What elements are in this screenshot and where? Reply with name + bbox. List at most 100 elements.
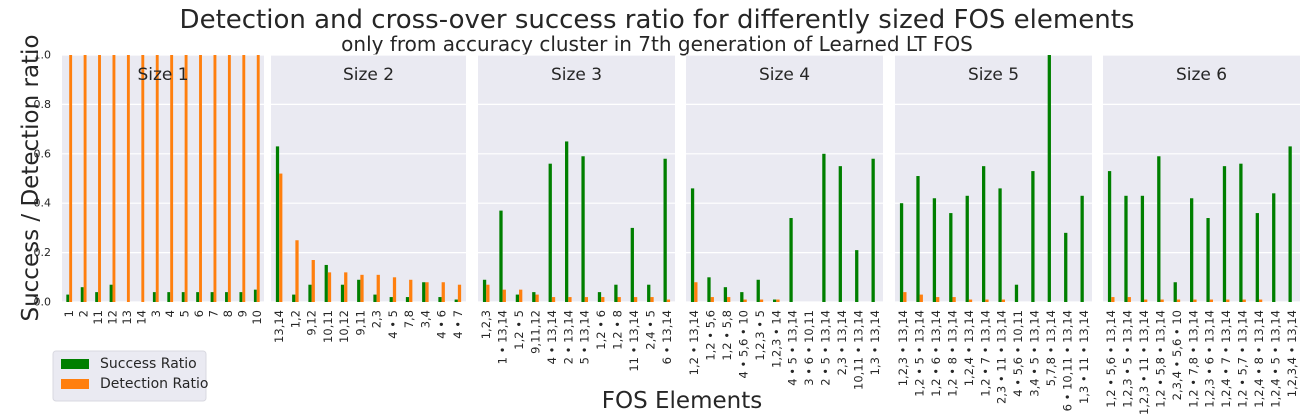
facet-size-4: 1,2 • 13,14 1,2 • 5,6 1,2 • 5,8 4 • 5,6 • 1… [686, 54, 883, 390]
bar-detection [535, 294, 539, 302]
bar-success [405, 297, 410, 302]
bar-success [773, 299, 777, 302]
legend-swatch [61, 379, 89, 389]
bar-success [1124, 195, 1128, 302]
x-tick-label: 1,2 • 5,7 • 13,14 [1236, 310, 1250, 408]
bar-detection [392, 277, 397, 302]
bar-success [1064, 232, 1068, 302]
x-tick-label: 1,2,3,4 • 13,14 [1285, 310, 1299, 397]
x-tick-label: 2,3 • 13,14 [835, 310, 849, 375]
x-tick-label: 1,2 • 5,8 [720, 310, 734, 361]
x-tick-label: 1,2,4 • 7 • 13,14 [1219, 310, 1233, 408]
x-tick-label: 1,2 • 8 [611, 310, 625, 350]
bar-success [647, 284, 651, 302]
bar-detection [1193, 299, 1197, 302]
bar-detection [279, 173, 283, 302]
bar-detection [1209, 299, 1213, 302]
x-tick-label: 4 • 13,14 [545, 310, 559, 364]
bar-success [1140, 195, 1145, 302]
bar-detection [360, 274, 364, 302]
bar-success [916, 176, 920, 302]
bar-detection [441, 282, 445, 302]
bar-success [998, 188, 1002, 302]
bar-success [152, 292, 156, 302]
bar-success [1288, 146, 1292, 302]
x-tick-label: 11 [91, 310, 105, 325]
x-tick-label: 3,4 [418, 310, 432, 328]
bar-detection [985, 299, 989, 302]
bar-detection [1111, 297, 1115, 302]
legend-label: Success Ratio [100, 356, 197, 372]
x-tick-label: 4 • 7 [451, 310, 465, 339]
bar-detection [98, 55, 101, 302]
facet-title: Size 6 [1176, 65, 1227, 85]
bar-success [324, 264, 328, 302]
x-tick-label: 1,2,4 • 8 • 13,14 [1252, 310, 1266, 408]
bar-success [340, 284, 345, 302]
x-tick-label: 1,2 [288, 310, 302, 328]
facet-size-3: 1,2,3 1 • 13,14 1,2 • 5 9,11,12 4 • 13,14 2 •… [478, 54, 675, 372]
bar-detection [184, 55, 188, 302]
y-tick-label: 1.0 [34, 49, 52, 62]
facet-title: Size 5 [968, 65, 1019, 85]
bar-success [373, 294, 377, 302]
bar-success [690, 188, 695, 302]
x-tick-label: 2 • 13,14 [561, 310, 575, 364]
x-tick-label: 4 [163, 310, 177, 317]
x-tick-label: 14 [134, 310, 148, 325]
bar-success [499, 210, 503, 302]
x-tick-label: 11 • 13,14 [627, 310, 641, 372]
x-tick-label: 1,2,4 • 5 • 13,14 [1268, 310, 1282, 408]
bar-detection [519, 289, 523, 302]
bar-success [663, 158, 667, 302]
x-tick-label: 13 [120, 310, 134, 325]
bar-success [707, 277, 711, 302]
bar-detection [1258, 299, 1263, 302]
bar-success [422, 282, 426, 302]
x-tick-label: 2 • 5 • 13,14 [819, 310, 833, 386]
bar-detection [694, 282, 698, 302]
x-tick-label: 1,2,3 [479, 310, 493, 339]
bar-success [1255, 213, 1259, 302]
x-tick-label: 9 [235, 310, 249, 317]
bar-success [389, 297, 393, 302]
legend-label: Detection Ratio [100, 376, 208, 392]
bar-detection [213, 55, 217, 302]
bar-success [1190, 198, 1194, 302]
bar-success [438, 297, 442, 302]
bar-success [532, 292, 536, 302]
x-tick-label: 5 • 13,14 [578, 310, 592, 364]
facet-title: Size 1 [137, 65, 188, 85]
x-tick-label: 1,2 • 6 [594, 310, 608, 350]
x-tick-label: 6 [192, 310, 206, 317]
bar-detection [242, 55, 246, 302]
x-tick-label: 6 • 13,14 [660, 310, 674, 364]
y-tick-label: 0.0 [34, 296, 52, 309]
bar-success [1272, 193, 1276, 302]
bar-detection [112, 55, 116, 302]
bar-detection [425, 282, 429, 302]
bar-success [614, 284, 618, 302]
bar-detection [486, 284, 490, 302]
facet-title: Size 2 [343, 65, 394, 85]
bar-success [1080, 195, 1084, 302]
x-tick-label: 12 [106, 310, 120, 325]
bar-success [167, 292, 171, 302]
bar-success [581, 156, 585, 302]
bar-success [454, 299, 458, 302]
x-tick-label: 10,12 [337, 310, 351, 343]
bar-detection [903, 292, 907, 302]
bar-detection [409, 279, 413, 302]
bar-success [515, 294, 520, 302]
bar-detection [126, 55, 130, 302]
bar-success [932, 198, 937, 302]
bar-success [225, 292, 228, 302]
x-tick-label: 9,12 [305, 310, 319, 336]
x-tick-label: 4 • 5,6 • 10 [736, 310, 750, 378]
y-tick-label: 0.2 [34, 246, 52, 259]
x-tick-label: 2,4 • 5 [643, 310, 657, 350]
bar-success [181, 292, 185, 302]
x-tick-label: 1,2 • 5,8 • 13,14 [1153, 310, 1167, 408]
bar-success [1107, 171, 1112, 302]
